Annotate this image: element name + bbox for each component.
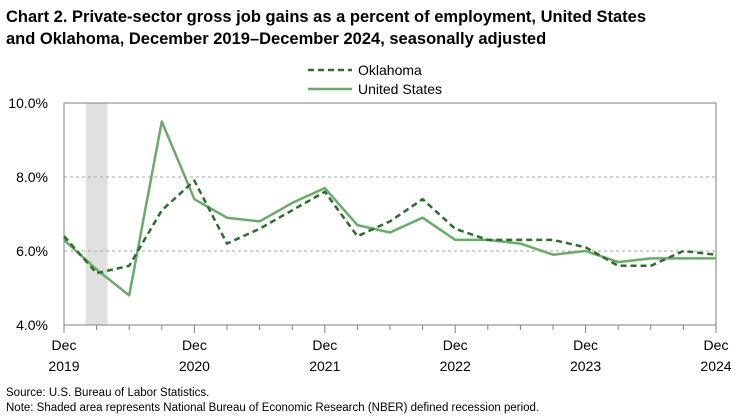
chart-footer: Source: U.S. Bureau of Labor Statistics.…: [6, 386, 539, 416]
y-tick-label: 10.0%: [8, 95, 48, 111]
x-tick-label-month: Dec: [704, 337, 729, 353]
series-line-oklahoma: [63, 179, 717, 275]
x-tick-label-year: 2023: [570, 358, 601, 374]
line-chart: 4.0% 6.0% 8.0% 10.0% Dec 2019 Dec 2020 Dec 2021 De…: [8, 62, 731, 374]
recession-shading: [85, 103, 108, 325]
series-line-united-states: [63, 120, 716, 297]
x-tick-label-month: Dec: [182, 337, 207, 353]
source-note: Source: U.S. Bureau of Labor Statistics.: [6, 387, 210, 399]
shading-note: Note: Shaded area represents National Bu…: [6, 402, 540, 414]
plot-area-border: [63, 102, 717, 326]
y-tick-label: 8.0%: [16, 169, 48, 185]
chart-title-line-1: Chart 2. Private-sector gross job gains …: [6, 8, 647, 26]
y-tick-label: 6.0%: [16, 243, 48, 259]
x-tick-label-month: Dec: [52, 337, 77, 353]
x-tick-label-year: 2019: [48, 358, 79, 374]
x-tick-label-month: Dec: [443, 337, 468, 353]
x-tick-label-year: 2021: [309, 358, 340, 374]
chart-title: Chart 2. Private-sector gross job gains …: [6, 6, 744, 50]
x-tick-label-year: 2020: [179, 358, 210, 374]
x-tick-label-month: Dec: [573, 337, 598, 353]
legend-label-oklahoma: Oklahoma: [358, 62, 422, 78]
x-tick-label-year: 2022: [440, 358, 471, 374]
y-tick-label: 4.0%: [16, 317, 48, 333]
x-tick-label-year: 2024: [700, 358, 731, 374]
legend-label-united-states: United States: [358, 81, 442, 97]
x-tick-label-month: Dec: [312, 337, 337, 353]
chart-title-line-2: and Oklahoma, December 2019–December 202…: [6, 30, 547, 48]
